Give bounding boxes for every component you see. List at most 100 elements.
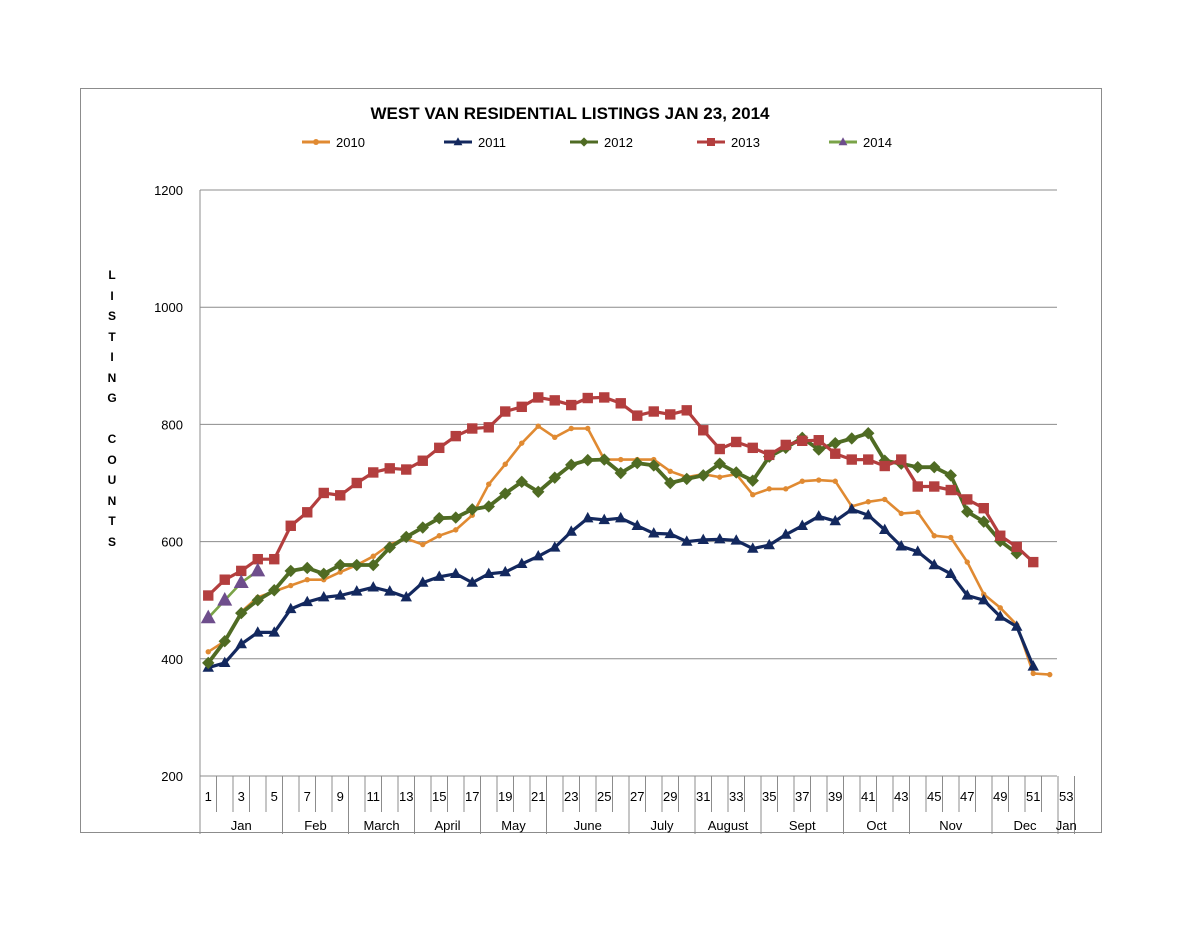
data-point-2011 [549,541,561,552]
legend-item-2014: 2014 [827,133,892,151]
data-point-2011 [301,595,313,607]
data-point-2012 [416,521,429,534]
data-point-2013 [351,477,362,489]
y-tick-label: 600 [161,535,183,550]
data-point-2011 [664,527,676,539]
data-point-2010 [882,496,888,503]
data-point-2013 [269,553,280,565]
x-tick-label: 1 [205,789,212,804]
data-point-2010 [964,559,970,565]
data-point-2011 [879,523,891,535]
data-point-2010 [436,533,442,539]
month-label: Sept [789,818,816,833]
series-2010 [205,423,1053,678]
data-point-2011 [862,508,874,520]
data-point-2012 [664,476,677,490]
data-point-2013 [203,590,214,601]
y-axis-label-char: T [108,329,116,344]
data-point-2012 [598,453,611,466]
data-point-2012 [548,471,561,484]
data-point-2013 [450,430,461,442]
y-axis-label-char: I [110,350,114,364]
data-point-2012 [829,436,842,450]
data-point-2011 [1011,620,1023,631]
data-point-2013 [863,454,874,465]
data-point-2013 [252,553,263,565]
data-point-2012 [367,558,380,572]
legend-marker [579,137,589,147]
data-point-2012 [812,443,825,456]
data-point-2010 [931,533,937,539]
data-point-2012 [928,460,941,474]
data-point-2012 [532,485,545,498]
legend-swatch [570,137,598,147]
data-point-2010 [948,534,954,541]
data-point-2013 [764,449,775,461]
data-point-2011 [598,513,610,525]
y-axis-label-char: C [107,432,117,446]
data-point-2012 [977,515,990,528]
legend-swatch [697,138,725,146]
y-axis-label-char: I [110,288,114,303]
data-point-2010 [519,440,525,446]
month-label: August [708,818,749,833]
data-point-2013 [516,401,527,413]
legend-marker [707,138,715,146]
data-point-2014 [250,562,266,577]
legend-marker [453,137,463,146]
data-point-2013 [813,435,824,446]
data-point-2013 [830,448,841,459]
y-axis-label-char: T [108,514,116,528]
legend-item-2010: 2010 [300,133,365,151]
data-point-2010 [667,468,673,474]
data-point-2013 [533,392,544,403]
data-point-2011 [499,565,511,577]
data-point-2011 [483,567,495,578]
data-point-2014 [217,592,233,606]
data-point-2013 [368,467,379,478]
data-point-2013 [318,487,329,499]
x-tick-label: 47 [960,789,974,804]
data-point-2011 [351,585,363,596]
legend-label: 2014 [863,134,892,150]
data-point-2011 [829,514,841,526]
x-tick-label: 33 [729,789,743,804]
legend-label: 2013 [731,134,760,150]
data-point-2011 [532,550,544,561]
data-point-2011 [318,591,330,602]
data-point-2013 [945,484,956,496]
data-point-2012 [499,487,512,500]
x-tick-label: 23 [564,789,578,804]
month-label: Oct [866,818,887,833]
data-point-2012 [845,432,858,445]
data-point-2012 [268,584,281,597]
data-point-2013 [285,520,296,531]
data-point-2013 [747,442,758,454]
data-point-2011 [565,525,577,536]
data-point-2011 [268,626,280,637]
data-point-2011 [450,567,462,578]
data-point-2012 [862,426,875,440]
data-point-2010 [1030,670,1036,677]
data-point-2013 [648,406,659,417]
data-point-2013 [962,494,973,505]
data-point-2013 [912,481,923,492]
data-point-2011 [631,519,643,530]
data-point-2013 [665,409,676,420]
data-point-2012 [614,466,627,480]
data-point-2011 [582,511,594,523]
data-point-2012 [466,503,479,516]
legend-swatch [829,137,857,146]
month-label: April [434,818,460,833]
data-point-2013 [896,454,907,465]
data-point-2013 [1028,556,1039,568]
data-point-2013 [417,455,428,466]
data-point-2014 [200,609,216,624]
data-point-2010 [420,541,426,548]
data-point-2010 [865,499,871,505]
data-point-2012 [631,456,644,470]
x-tick-label: 17 [465,789,479,804]
data-point-2012 [730,466,743,479]
data-point-2011 [945,567,957,578]
